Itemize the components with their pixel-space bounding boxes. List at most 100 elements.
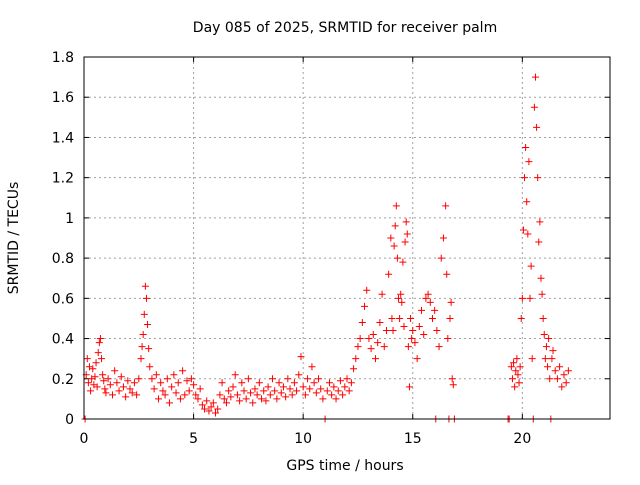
data-point <box>399 258 407 266</box>
data-point <box>401 238 409 246</box>
data-point <box>144 320 152 328</box>
data-point <box>84 379 92 387</box>
data-point <box>212 409 219 417</box>
data-point <box>102 389 110 397</box>
data-point <box>240 387 248 395</box>
data-point <box>345 387 353 395</box>
data-point <box>402 218 410 226</box>
y-tick-label: 1.8 <box>52 50 74 66</box>
data-point <box>201 405 209 413</box>
x-tick-label: 5 <box>189 431 198 447</box>
data-point <box>205 407 213 415</box>
data-point <box>233 391 241 399</box>
data-point <box>517 314 525 322</box>
x-tick-label: 0 <box>80 431 89 447</box>
data-point <box>194 395 202 403</box>
data-point <box>350 365 358 373</box>
data-point <box>403 230 411 238</box>
data-point <box>418 306 426 314</box>
data-point <box>145 345 153 353</box>
data-point <box>413 355 421 363</box>
y-tick-label: 0.4 <box>52 332 74 348</box>
data-point <box>395 294 403 302</box>
data-point <box>396 314 404 322</box>
data-point <box>152 371 160 379</box>
data-point <box>508 375 516 383</box>
data-point <box>310 379 318 387</box>
data-point <box>271 387 279 395</box>
data-point <box>290 379 298 387</box>
data-point <box>521 174 529 182</box>
grid-lines <box>84 57 610 419</box>
data-point <box>163 375 171 383</box>
x-tick-label: 15 <box>404 431 422 447</box>
data-point <box>422 294 430 302</box>
data-point <box>511 383 519 391</box>
data-point <box>539 314 547 322</box>
data-point <box>130 379 138 387</box>
data-point <box>227 393 235 401</box>
data-point <box>124 377 132 385</box>
data-point <box>549 347 557 355</box>
data-point <box>385 270 393 278</box>
data-point <box>522 144 530 151</box>
data-point <box>133 391 141 399</box>
data-point <box>176 395 184 403</box>
data-point <box>93 383 101 391</box>
data-point <box>108 391 116 399</box>
data-point <box>83 355 91 363</box>
data-point <box>266 391 274 399</box>
data-point <box>404 343 412 351</box>
data-point <box>146 363 154 371</box>
data-point <box>101 385 109 393</box>
data-point <box>562 379 570 387</box>
data-point <box>537 274 545 282</box>
data-point <box>247 389 255 397</box>
data-point <box>518 294 526 302</box>
data-point <box>400 322 408 330</box>
data-point <box>341 383 349 391</box>
data-point <box>155 395 163 403</box>
data-point <box>251 385 259 393</box>
data-point <box>398 298 406 306</box>
y-tick-label: 1.2 <box>52 171 74 187</box>
data-point <box>553 375 561 383</box>
data-point <box>117 373 125 381</box>
data-point <box>295 371 303 379</box>
data-point <box>99 371 107 379</box>
data-point <box>268 375 276 383</box>
data-point <box>209 399 217 407</box>
data-point <box>374 339 382 347</box>
data-point <box>273 395 281 403</box>
data-point <box>260 387 268 395</box>
data-point <box>512 367 520 375</box>
data-point <box>122 393 130 401</box>
data-point <box>541 355 549 363</box>
data-point <box>231 371 239 379</box>
data-point <box>389 327 397 335</box>
data-point <box>319 395 327 403</box>
data-point <box>96 335 104 343</box>
data-point <box>192 391 200 399</box>
data-point <box>356 335 364 343</box>
data-point <box>426 298 434 306</box>
data-point <box>244 375 252 383</box>
data-point <box>526 294 534 302</box>
data-point <box>119 383 127 391</box>
data-point <box>128 389 136 397</box>
data-point <box>262 397 270 405</box>
data-point <box>198 401 206 409</box>
data-point <box>196 385 204 393</box>
data-point <box>369 331 377 339</box>
data-point <box>225 387 233 395</box>
data-point <box>157 379 165 387</box>
data-point <box>392 202 400 210</box>
y-tick-label: 0.8 <box>52 251 74 267</box>
data-point <box>443 270 451 278</box>
data-point <box>113 379 121 387</box>
data-point <box>141 282 149 290</box>
data-point <box>301 391 309 399</box>
data-point <box>442 202 450 210</box>
data-point <box>513 355 521 363</box>
